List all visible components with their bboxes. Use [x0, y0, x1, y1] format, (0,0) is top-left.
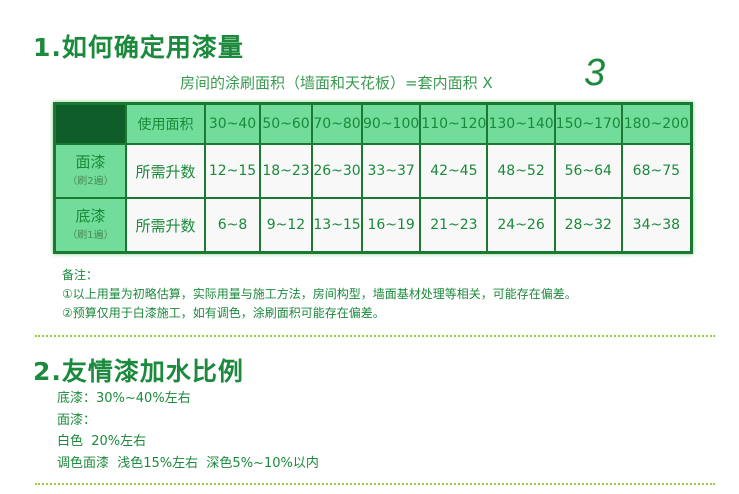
- ratio-line: 底漆：30%~40%左右: [57, 391, 191, 406]
- area-header: 130~140: [486, 102, 556, 145]
- cell: 48~52: [486, 143, 556, 199]
- ratio-line: 白色 20%左右: [57, 434, 147, 449]
- cell: 56~64: [553, 143, 623, 199]
- divider: [35, 483, 715, 485]
- cell: 21~23: [419, 197, 489, 254]
- paint-usage-table: 使用面积 30~40 50~60 70~80 90~100 110~120 13…: [53, 102, 693, 254]
- notes: 备注： ①以上用量为初略估算，实际用量与施工方法，房间构型，墙面基材处理等相关，…: [62, 266, 577, 323]
- area-header: 70~80: [311, 102, 363, 145]
- area-header: 180~200: [620, 102, 693, 145]
- row-label: 底漆 （刷1遍）: [53, 197, 127, 254]
- area-header: 50~60: [259, 102, 313, 145]
- cell: 12~15: [204, 143, 261, 199]
- area-header: 30~40: [204, 102, 261, 145]
- header-label: 使用面积: [125, 102, 206, 145]
- row-metric: 所需升数: [125, 143, 206, 199]
- area-header: 110~120: [419, 102, 489, 145]
- divider: [35, 335, 715, 337]
- section-2-title: 2.友情漆加水比例: [33, 357, 244, 386]
- ratio-line: 调色面漆 浅色15%左右 深色5%~10%以内: [57, 455, 319, 471]
- cell: 42~45: [419, 143, 489, 199]
- ratio-line: 面漆：: [57, 412, 97, 428]
- area-header: 150~170: [553, 102, 623, 145]
- table-row: 底漆 （刷1遍） 所需升数 6~8 9~12 13~15 16~19 21~23 …: [53, 197, 693, 254]
- cell: 26~30: [311, 143, 363, 199]
- area-formula: 房间的涂刷面积（墙面和天花板）=套内面积 X: [180, 74, 493, 92]
- cell: 24~26: [486, 197, 556, 254]
- note-item: ①以上用量为初略估算，实际用量与施工方法，房间构型，墙面基材处理等相关，可能存在…: [62, 287, 577, 301]
- note-item: ②预算仅用于白漆施工，如有调色，涂刷面积可能存在偏差。: [62, 306, 385, 320]
- cell: 34~38: [620, 197, 693, 254]
- notes-title: 备注：: [62, 268, 99, 282]
- cell: 33~37: [360, 143, 422, 199]
- cell: 6~8: [204, 197, 261, 254]
- area-header: 90~100: [360, 102, 422, 145]
- row-metric: 所需升数: [125, 197, 206, 254]
- row-label: 面漆 （刷2遍）: [53, 143, 127, 199]
- cell: 9~12: [259, 197, 313, 254]
- cell: 68~75: [620, 143, 693, 199]
- cell: 18~23: [259, 143, 313, 199]
- cell: 13~15: [311, 197, 363, 254]
- multiplier: 3: [584, 52, 606, 94]
- corner-cell: [53, 102, 127, 145]
- cell: 16~19: [360, 197, 422, 254]
- cell: 28~32: [553, 197, 623, 254]
- water-ratio-list: 底漆：30%~40%左右 面漆： 白色 20%左右 调色面漆 浅色15%左右 深…: [57, 388, 319, 474]
- table-row: 面漆 （刷2遍） 所需升数 12~15 18~23 26~30 33~37 42~…: [53, 143, 693, 199]
- section-1-title: 1.如何确定用漆量: [33, 33, 244, 62]
